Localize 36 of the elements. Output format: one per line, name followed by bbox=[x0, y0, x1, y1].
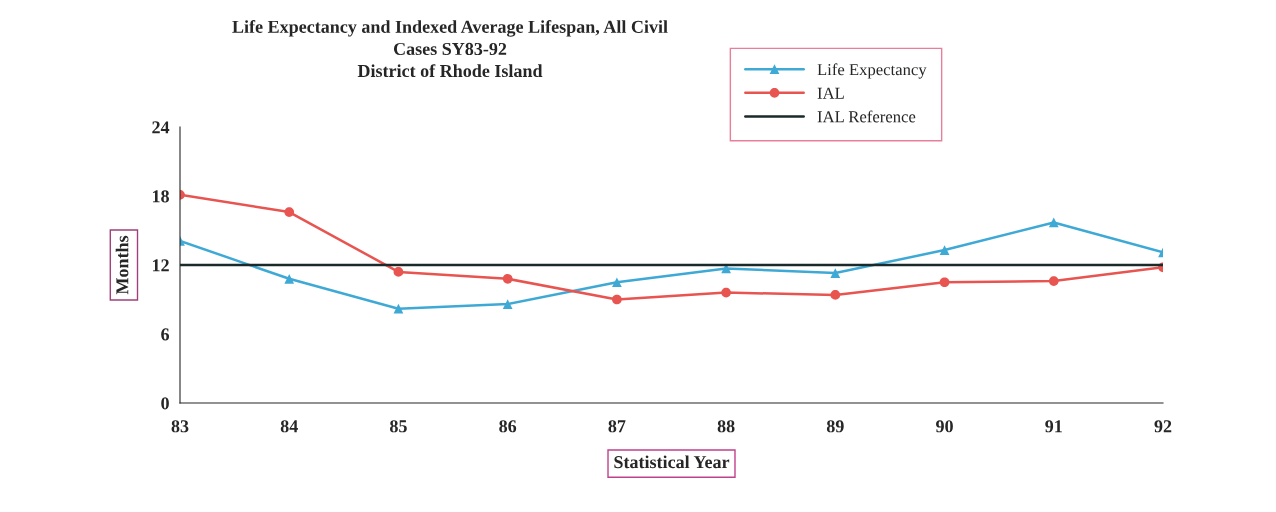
point bbox=[284, 207, 295, 217]
x-tick-label: 87 bbox=[608, 420, 626, 433]
x-tick-label: 84 bbox=[280, 420, 298, 433]
point bbox=[1048, 217, 1059, 228]
y-tick-label: 6 bbox=[161, 328, 170, 341]
y-tick-label: 0 bbox=[161, 397, 169, 410]
x-tick-label: 83 bbox=[171, 420, 189, 433]
point bbox=[612, 277, 622, 288]
x-tick-label: 89 bbox=[826, 420, 844, 433]
legend-label: Life Expectancy bbox=[817, 63, 927, 79]
point bbox=[1048, 276, 1059, 286]
x-tick-label: 88 bbox=[717, 420, 735, 433]
x-tick-label: 92 bbox=[1154, 420, 1172, 433]
chart-title: Life Expectancy and Indexed Average Lifespan, All Civil Cases SY83-92 District of Rhode Island bbox=[232, 20, 668, 78]
point bbox=[393, 303, 404, 314]
x-tick-label: 85 bbox=[390, 420, 407, 433]
point bbox=[502, 299, 513, 309]
legend-label: IAL Reference bbox=[817, 110, 916, 123]
point bbox=[939, 245, 950, 255]
point bbox=[939, 277, 950, 288]
point bbox=[502, 273, 513, 284]
x-axis-title: Statistical Year bbox=[614, 455, 730, 469]
point bbox=[393, 267, 404, 277]
x-tick-label: 90 bbox=[936, 420, 953, 433]
x-tick-label: 91 bbox=[1045, 420, 1062, 433]
point bbox=[721, 287, 731, 298]
point bbox=[612, 294, 622, 305]
y-tick-label: 12 bbox=[152, 259, 169, 272]
legend-label: IAL bbox=[817, 87, 844, 99]
point bbox=[284, 273, 295, 284]
point bbox=[830, 268, 841, 278]
y-tick-label: 18 bbox=[152, 190, 169, 203]
point bbox=[830, 290, 841, 300]
y-tick-label: 24 bbox=[152, 121, 170, 134]
y-axis-title: Months bbox=[115, 235, 129, 295]
x-tick-label: 86 bbox=[499, 420, 517, 433]
